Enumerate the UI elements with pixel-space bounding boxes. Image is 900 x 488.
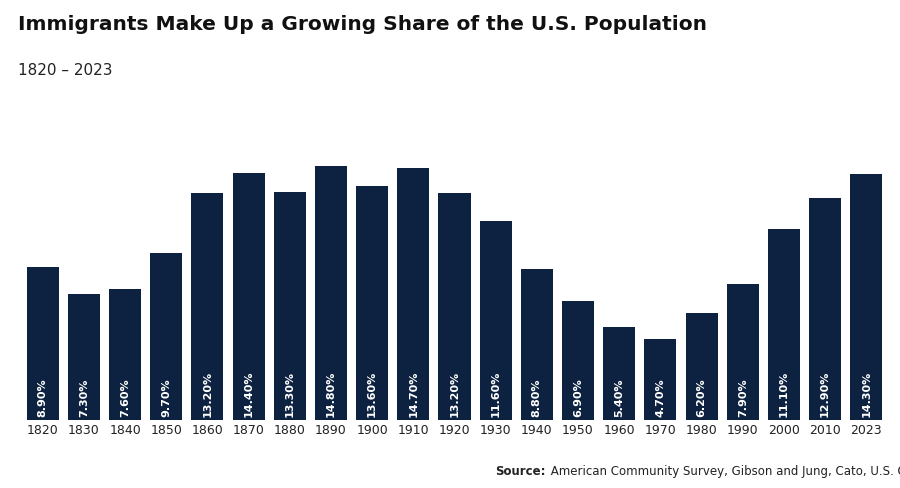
Bar [315,166,347,420]
Text: 8.90%: 8.90% [38,379,48,417]
Bar [768,229,800,420]
Bar [27,267,58,420]
Bar [192,193,223,420]
Bar [480,221,512,420]
Bar [644,339,677,420]
Text: 14.80%: 14.80% [326,371,336,417]
Text: 13.60%: 13.60% [367,371,377,417]
Bar [68,294,100,420]
Text: 12.90%: 12.90% [820,371,830,417]
Bar [850,174,882,420]
Text: 7.60%: 7.60% [120,379,130,417]
Text: 9.70%: 9.70% [161,379,171,417]
Bar [809,199,842,420]
Text: 6.20%: 6.20% [697,379,706,417]
Bar [438,193,471,420]
Text: Immigrants Make Up a Growing Share of the U.S. Population: Immigrants Make Up a Growing Share of th… [18,15,707,34]
Bar [686,313,717,420]
Text: 5.40%: 5.40% [614,379,625,417]
Text: 1820 – 2023: 1820 – 2023 [18,63,112,79]
Bar [603,327,635,420]
Text: 11.60%: 11.60% [491,371,500,417]
Bar [232,173,265,420]
Text: 13.20%: 13.20% [449,371,460,417]
Bar [397,167,429,420]
Text: 8.80%: 8.80% [532,379,542,417]
Text: 4.70%: 4.70% [655,379,665,417]
Text: 7.90%: 7.90% [738,379,748,417]
Text: 14.30%: 14.30% [861,371,871,417]
Text: 7.30%: 7.30% [79,379,89,417]
Bar [726,284,759,420]
Text: 13.20%: 13.20% [202,371,212,417]
Text: 14.70%: 14.70% [409,371,419,417]
Bar [150,253,183,420]
Bar [109,289,141,420]
Bar [562,301,594,420]
Bar [356,186,388,420]
Text: 6.90%: 6.90% [573,378,583,417]
Bar [521,269,553,420]
Text: 13.30%: 13.30% [284,371,295,417]
Text: American Community Survey, Gibson and Jung, Cato, U.S. Global Investors: American Community Survey, Gibson and Ju… [547,465,900,478]
Text: 14.40%: 14.40% [244,370,254,417]
Bar [274,191,306,420]
Text: Source:: Source: [495,465,545,478]
Text: 11.10%: 11.10% [778,371,789,417]
